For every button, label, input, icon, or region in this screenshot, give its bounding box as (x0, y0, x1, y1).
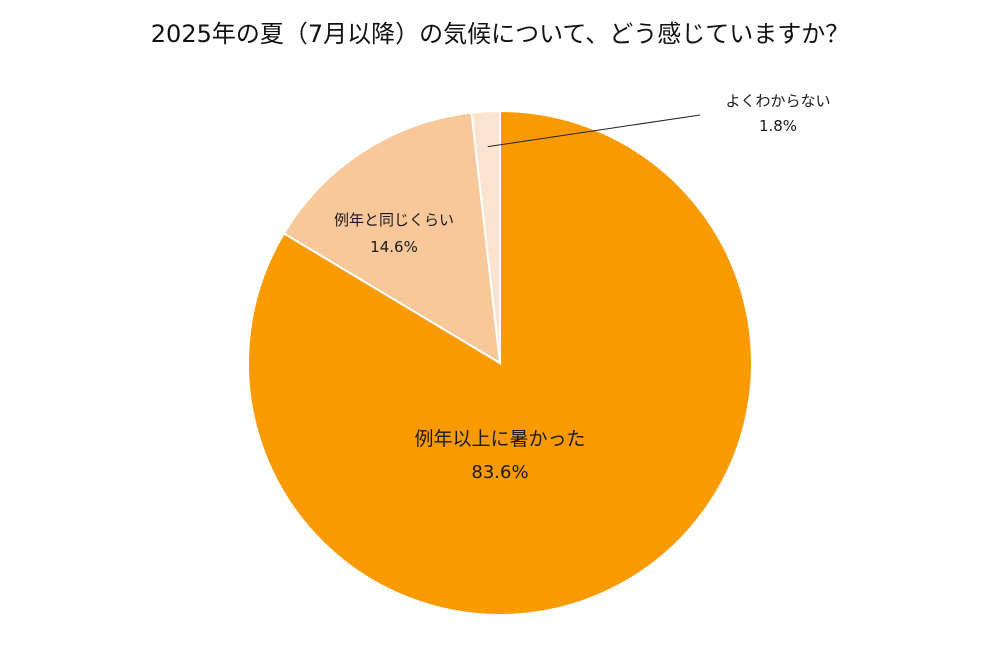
chart-title: 2025年の夏（7月以降）の気候について、どう感じていますか？ (150, 20, 850, 48)
pie-slice (470, 109, 501, 364)
leader-line (487, 114, 701, 148)
slice-value-label: 83.6% (471, 462, 528, 483)
slice-label: よくわからない (725, 92, 830, 110)
slice-label: 例年と同じくらい (334, 211, 454, 229)
pie-slice (282, 111, 502, 365)
slice-value-label: 14.6% (370, 238, 418, 256)
slice-label: 例年以上に暑かった (414, 428, 585, 450)
slice-value-label: 1.8% (759, 117, 797, 135)
